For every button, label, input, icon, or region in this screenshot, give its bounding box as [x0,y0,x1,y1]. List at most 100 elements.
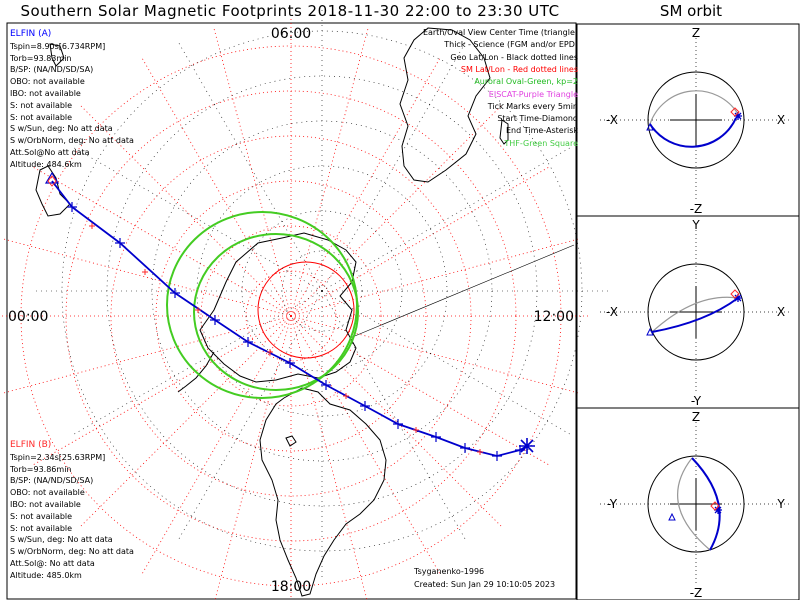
ela-info-line: Altitude: 484.6km [10,159,82,169]
elb-tick-mark [142,269,148,275]
elb-info-line: S: not available [10,511,73,521]
sm-longitude-line [290,103,504,317]
sm-latitude-circle [200,225,382,407]
ela-tick-mark [285,358,295,368]
elb-info-line: S w/OrbNorm, deg: No att data [10,547,134,557]
orbit-end-asterisk [734,294,742,302]
sm-orbit-title: SM orbit [659,2,723,20]
sm-longitude-line [30,165,292,317]
legend-entry: Tick Marks every 5min [487,101,578,111]
elb-info: ELFIN (B) Tspin=2.34s[25.63RPM] Torb=93.8… [10,440,134,582]
sm-longitude-line [290,26,370,317]
sm-axis-label-right: Y [776,497,785,511]
sm-longitude-line [290,315,504,529]
orbit-elb-marker [730,289,740,299]
ela-info-line: Att.Sol@No att data [10,147,90,157]
dateline [349,244,575,339]
sm-axis-label-left: -X [606,113,618,127]
ela-info: ELFIN (A) Tspin=8.90s[6.734RPM] Torb=93.8… [10,29,134,171]
elb-tick-mark [195,307,201,313]
elb-tick-mark [477,449,483,455]
created-timestamp: Created: Sun Jan 29 10:10:05 2023 [414,580,555,589]
orbit-end-asterisk [714,506,722,514]
sm-axis-label-bottom: -Z [690,586,703,600]
sm-latitude-circle [155,180,427,452]
sm-latitude-circle [20,45,562,587]
sm-longitude-line [212,26,292,317]
geo-longitude-line [176,290,323,543]
ela-info-line: Tspin=8.90s[6.734RPM] [10,41,106,51]
sm-longitude-line [1,315,292,395]
sm-axis-label-top: Z [692,26,700,40]
sm-axis-label-left: -Y [607,497,618,511]
ela-tick-mark [210,315,220,325]
sm-axis-label-left: -X [606,305,618,319]
ela-info-line: B/SP: (NA/ND/SD/SA) [10,65,94,75]
sm-panel-frame [576,407,800,600]
orbit-track-gray [651,296,739,333]
orbit-start-triangle [646,122,654,131]
elb-info-line: S w/Sun, deg: No att data [10,535,113,545]
orbit-elb-marker [710,501,720,511]
geo-longitude-line [321,39,468,292]
sm-axis-label-top: Z [692,410,700,424]
legend-entry: SM Lat/Lon - Red dotted lines [460,64,578,74]
ela-tick-mark [393,419,403,429]
legend-entry: EISCAT-Purple Triangle [488,89,578,99]
start-diamond-marker [47,175,57,187]
ela-info-line: IBO: not available [10,88,81,98]
sm-longitude-line [290,315,581,395]
elb-info-line: IBO: not available [10,499,81,509]
ela-tick-mark [170,288,180,298]
sm-pole-circle [257,261,355,359]
ela-tick-mark [243,337,253,347]
legend-entry: Thick - Science (FGM and/or EPD) [444,40,578,50]
earth-circle [647,71,745,169]
ela-info-line: S w/OrbNorm, deg: No att data [10,136,134,146]
auroral-oval [166,211,359,399]
polar-plot-frame [6,22,577,600]
coastline [177,351,215,393]
auroral-oval-poleward [166,211,358,399]
elb-info-line: Att.Sol@: No att data [10,558,95,568]
geo-longitude-line [321,290,468,543]
sm-axis-label-bottom: -Z [690,202,703,216]
geo-longitude-line [176,39,323,292]
elb-info-line: S: not available [10,523,73,533]
orbit-track-blue [691,457,721,551]
sm-axis-label-right: X [777,305,785,319]
ela-tick-mark [67,202,77,212]
sm-axis-label-right: X [777,113,785,127]
sm-grid [0,16,591,600]
sm-longitude-line [290,315,552,467]
elb-info-line: OBO: not available [10,488,85,498]
mlt-label-left: 00:00 [8,309,48,325]
ela-tick-mark [321,380,331,390]
coastline [199,232,357,383]
sm-longitude-line [290,315,368,600]
ela-info-line: S w/Sun, deg: No att data [10,124,113,134]
elb-info-line: B/SP: (NA/ND/SD/SA) [10,476,94,486]
orbit-track-blue [649,117,737,148]
end-asterisk-marker [519,438,535,454]
start-triangle-marker [44,171,60,184]
elb-tick-mark [89,223,95,229]
ela-tick-mark [492,451,502,461]
ela-info-line: S: not available [10,112,73,122]
orbit-start-triangle [668,512,676,521]
elb-tick-mark [413,427,419,433]
ela-info-line: OBO: not available [10,77,85,87]
ela-info-line: Torb=93.83min [10,53,72,63]
coastline [259,387,387,597]
geo-longitude-line [321,145,574,292]
elb-tick-mark [343,393,349,399]
coastline [399,27,491,183]
ela-tick-mark [360,401,370,411]
orbit-start-triangle [646,327,654,336]
sm-longitude-line [140,315,292,577]
elb-info-line: Tspin=2.34s[25.63RPM] [10,452,106,462]
ela-footprint-track [44,171,535,461]
mlt-label-bottom: 18:00 [271,579,311,595]
coastline [285,435,297,447]
orbit-track-gray [649,90,739,125]
